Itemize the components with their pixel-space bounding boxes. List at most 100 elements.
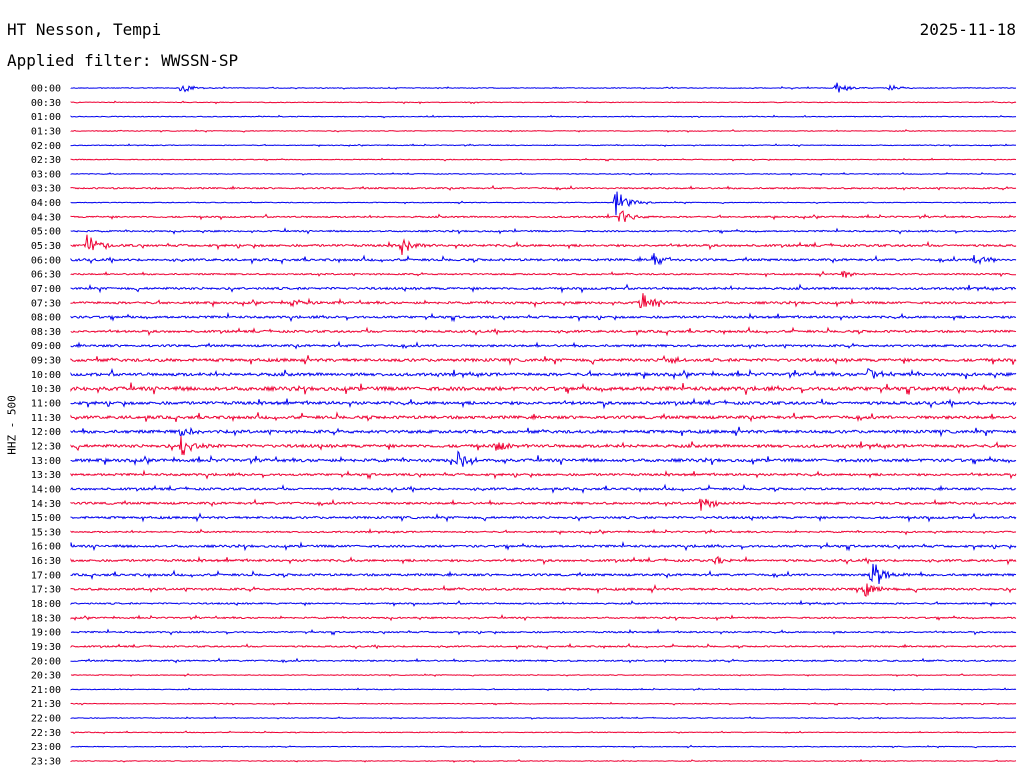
trace-row [70, 210, 1017, 223]
trace-row [70, 227, 1016, 235]
filter-label: Applied filter: WWSSN-SP [7, 51, 239, 70]
time-tick-label: 12:30 [31, 441, 61, 452]
trace-row [70, 191, 1017, 216]
trace-row [70, 270, 1016, 278]
trace-row [70, 129, 1017, 133]
time-tick-label: 03:00 [31, 169, 61, 180]
trace-row [70, 716, 1017, 720]
time-tick-label: 04:30 [31, 212, 61, 223]
time-tick-label: 22:00 [31, 714, 61, 725]
trace-row [70, 397, 1017, 410]
time-tick-label: 19:30 [31, 642, 61, 653]
trace-row [70, 759, 1017, 763]
time-tick-label: 06:00 [31, 255, 61, 266]
time-tick-label: 02:00 [31, 141, 61, 152]
trace-row [70, 436, 1017, 456]
time-tick-label: 10:00 [31, 370, 61, 381]
trace-row [70, 171, 1017, 176]
time-tick-label: 18:00 [31, 599, 61, 610]
trace-row [70, 283, 1017, 294]
trace-row [70, 234, 1017, 255]
time-tick-label: 02:30 [31, 155, 61, 166]
time-tick-label: 16:30 [31, 556, 61, 567]
trace-row [70, 311, 1017, 323]
time-tick-label: 01:30 [31, 126, 61, 137]
time-tick-label: 21:00 [31, 685, 61, 696]
trace-row [70, 599, 1017, 607]
time-tick-label: 01:00 [31, 112, 61, 123]
time-tick-label: 06:30 [31, 270, 61, 281]
trace-row [70, 382, 1017, 395]
trace-row [70, 498, 1017, 511]
trace-row [70, 642, 1017, 650]
time-tick-label: 20:00 [31, 656, 61, 667]
trace-row [70, 469, 1017, 480]
time-tick-label: 13:00 [31, 456, 61, 467]
time-tick-label: 13:30 [31, 470, 61, 481]
trace-row [70, 157, 1017, 162]
trace-row [70, 512, 1017, 523]
trace-row [70, 114, 1017, 119]
trace-row [70, 253, 1017, 266]
time-tick-label: 15:30 [31, 527, 61, 538]
trace-row [70, 540, 1017, 552]
time-tick-label: 12:00 [31, 427, 61, 438]
time-tick-label: 11:00 [31, 399, 61, 410]
trace-row [70, 143, 1017, 148]
time-tick-label: 18:30 [31, 613, 61, 624]
time-tick-label: 23:00 [31, 742, 61, 753]
time-tick-labels: 00:00 00:30 01:00 01:30 02:00 02:30 03:00 03:30… [31, 84, 61, 768]
time-tick-label: 10:30 [31, 384, 61, 395]
trace-row [70, 184, 1017, 191]
trace-row [70, 613, 1017, 622]
time-tick-label: 07:30 [31, 298, 61, 309]
time-tick-label: 19:00 [31, 628, 61, 639]
time-tick-label: 23:30 [31, 757, 61, 768]
trace-row [70, 293, 1017, 309]
trace-row [70, 483, 1017, 494]
time-tick-label: 22:30 [31, 728, 61, 739]
trace-row [70, 367, 1017, 381]
time-tick-label: 05:00 [31, 227, 61, 238]
station-title: HT Nesson, Tempi [7, 20, 162, 39]
time-tick-label: 20:30 [31, 671, 61, 682]
time-tick-label: 09:00 [31, 341, 61, 352]
plot-date: 2025-11-18 [919, 20, 1016, 39]
time-tick-label: 04:00 [31, 198, 61, 209]
trace-row [70, 411, 1017, 423]
trace-row [70, 701, 1017, 706]
trace-row [70, 426, 1017, 438]
time-tick-label: 11:30 [31, 413, 61, 424]
trace-row [70, 326, 1017, 337]
time-tick-label: 03:30 [31, 184, 61, 195]
trace-row [70, 528, 1017, 536]
trace-row [70, 563, 1017, 585]
trace-row [70, 82, 1017, 93]
time-tick-label: 08:00 [31, 313, 61, 324]
trace-row [70, 354, 1017, 366]
time-tick-label: 00:30 [31, 98, 61, 109]
trace-row [70, 744, 1017, 749]
time-tick-label: 14:00 [31, 484, 61, 495]
trace-row [70, 340, 1017, 350]
time-tick-label: 08:30 [31, 327, 61, 338]
trace-row [70, 583, 1017, 597]
time-tick-label: 05:30 [31, 241, 61, 252]
time-tick-label: 21:30 [31, 699, 61, 710]
trace-row [70, 673, 1017, 677]
time-tick-label: 16:00 [31, 542, 61, 553]
trace-row [70, 555, 1017, 566]
time-tick-label: 14:30 [31, 499, 61, 510]
time-tick-label: 07:00 [31, 284, 61, 295]
time-tick-label: 15:00 [31, 513, 61, 524]
time-tick-label: 17:00 [31, 570, 61, 581]
time-tick-label: 09:30 [31, 356, 61, 367]
trace-row [70, 100, 1017, 105]
seismogram-traces [70, 82, 1017, 763]
trace-row [70, 730, 1017, 735]
trace-row [70, 687, 1017, 692]
trace-row [70, 628, 1017, 636]
trace-row [70, 657, 1017, 664]
time-tick-label: 00:00 [31, 84, 61, 95]
